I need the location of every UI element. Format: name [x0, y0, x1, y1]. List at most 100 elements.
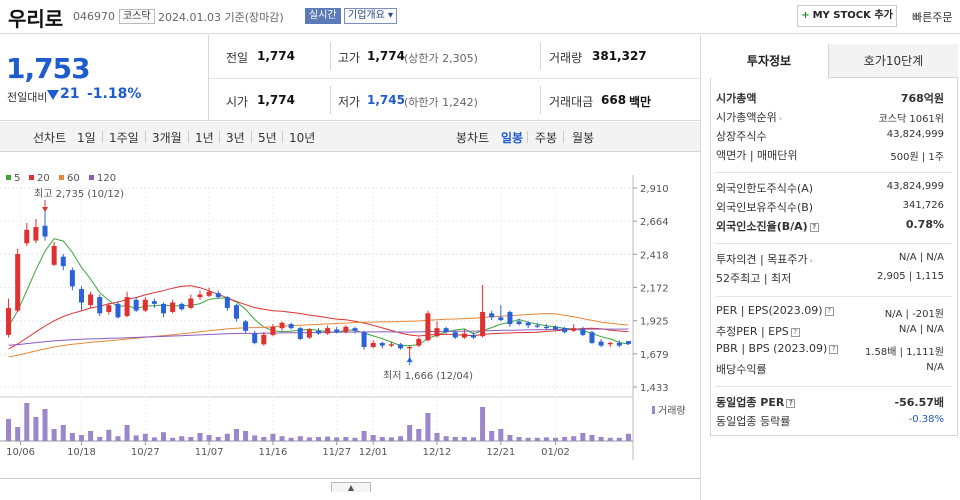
x-tick-label: 12/21 — [486, 447, 515, 458]
candle-body — [88, 294, 94, 306]
candle-body — [334, 329, 340, 333]
tab-3month[interactable]: 3개월 — [152, 131, 182, 145]
candle-body — [598, 341, 604, 346]
info-value: N/A | N/A — [898, 324, 944, 335]
tab-candle-chart[interactable]: 봉차트 — [456, 131, 490, 145]
y-tick-label: 1,679 — [640, 350, 669, 361]
market-badge: 코스닥 — [119, 9, 155, 24]
candle-body — [151, 301, 157, 304]
help-icon[interactable]: ? — [790, 327, 800, 337]
change-label: 전일대비 — [7, 91, 48, 104]
divider — [716, 386, 952, 387]
divider — [145, 131, 146, 143]
volume-bar — [562, 437, 568, 441]
volume-bar — [589, 435, 595, 441]
chevron-right-icon[interactable]: › — [809, 256, 813, 265]
tab-invest-info[interactable]: 투자정보 — [710, 44, 829, 78]
volume-bar — [516, 437, 522, 441]
help-icon[interactable]: ? — [786, 398, 796, 408]
legend-swatch-5 — [6, 175, 11, 180]
volume-bar — [543, 437, 549, 441]
ma-60-line — [8, 312, 629, 358]
volume-bar — [352, 437, 358, 441]
tab-1year[interactable]: 1년 — [195, 131, 214, 145]
divider — [540, 86, 541, 114]
volume-bar — [69, 433, 75, 441]
info-row: PER | EPS(2023.09)? N/A | -201원 — [716, 302, 952, 320]
volume-bar — [288, 437, 294, 441]
volume-bar — [188, 437, 194, 441]
divider — [188, 131, 189, 143]
candle-body — [42, 225, 48, 237]
volume-bar — [325, 436, 331, 441]
tab-daily[interactable]: 일봉 — [501, 131, 524, 145]
info-label: 외국인한도주식수(A) — [716, 182, 814, 195]
candle-body — [252, 333, 258, 343]
ma-20-line — [8, 285, 629, 350]
tab-5year[interactable]: 5년 — [258, 131, 277, 145]
candle-body — [616, 342, 622, 346]
expand-chart-button[interactable]: ▲ — [331, 482, 371, 492]
volume-bar — [60, 425, 66, 441]
candle-body — [507, 311, 513, 325]
candle-body — [461, 333, 467, 338]
info-row: 투자의견 | 목표주가 › N/A | N/A — [716, 249, 952, 267]
candle-body — [516, 321, 522, 325]
amount-label: 거래대금 — [549, 95, 594, 109]
candle-body — [288, 324, 294, 329]
info-row: 추정PER | EPS? N/A | N/A — [716, 321, 952, 339]
tab-1day[interactable]: 1일 — [77, 131, 96, 145]
volume-bar — [279, 436, 285, 441]
change-percent: -1.18% — [87, 86, 142, 102]
volume-bar — [434, 433, 440, 441]
candle-body — [325, 328, 331, 334]
add-mystock-button[interactable]: + MY STOCK 추가 — [797, 5, 897, 27]
help-icon[interactable]: ? — [829, 344, 839, 354]
info-row: 액면가 | 매매단위 500원 | 1주 — [716, 145, 952, 163]
candle-body — [416, 338, 422, 346]
info-value: 1.58배 | 1,111원 — [864, 347, 944, 358]
divider — [563, 131, 564, 143]
candle-body — [206, 291, 212, 296]
volume-bar — [97, 437, 103, 441]
volume-bar — [388, 437, 394, 441]
info-label: 시가총액 — [716, 92, 757, 105]
tab-3year[interactable]: 3년 — [226, 131, 245, 145]
candle-body — [124, 297, 130, 316]
tab-weekly[interactable]: 주봉 — [535, 131, 558, 145]
quick-order-link[interactable]: 빠른주문 — [912, 11, 953, 24]
low-annotation: 최저 1,666 (12/04) — [383, 370, 473, 382]
divider — [716, 296, 952, 297]
divider — [208, 35, 209, 121]
tab-1week[interactable]: 1주일 — [109, 131, 139, 145]
realtime-button[interactable]: 실시간 — [305, 8, 341, 24]
volume-bar — [42, 409, 48, 441]
volume-bar — [206, 435, 212, 441]
tab-orderbook[interactable]: 호가10단계 — [829, 44, 958, 78]
help-icon[interactable]: ? — [809, 222, 819, 232]
chevron-right-icon[interactable]: › — [778, 114, 782, 123]
volume-bar — [489, 431, 495, 441]
volume-bar — [534, 437, 540, 441]
info-row: 시가총액순위 › 코스닥 1061위 — [716, 107, 952, 125]
low-label: 저가 — [338, 95, 361, 109]
legend-swatch-60 — [59, 175, 64, 180]
candle-body — [388, 344, 394, 346]
quote-panel — [0, 35, 700, 121]
candle-body — [33, 227, 39, 241]
info-row: 상장주식수 43,824,999 — [716, 126, 952, 144]
info-label: 배당수익률 — [716, 363, 767, 376]
axis-ticks: 2,910 2,664 2,418 2,172 1,925 1,679 1,433 10/06… — [6, 184, 668, 458]
candle-body — [197, 294, 203, 298]
volume-bar — [334, 437, 340, 441]
y-tick-label: 2,910 — [640, 184, 669, 195]
tab-line-chart[interactable]: 선차트 — [33, 131, 67, 145]
help-icon[interactable]: ? — [824, 306, 834, 316]
tab-10year[interactable]: 10년 — [289, 131, 316, 145]
down-arrow-icon — [47, 90, 59, 100]
company-overview-dropdown[interactable]: 기업개요 ▾ — [344, 8, 398, 24]
price-chart[interactable]: 5 20 60 120 거래량 2,910 2,664 2,418 2,172 1,925 1,… — [0, 165, 700, 478]
info-row: 시가총액 768억원 — [716, 88, 952, 106]
tab-monthly[interactable]: 월봉 — [572, 131, 595, 145]
plus-icon: + — [801, 10, 810, 21]
